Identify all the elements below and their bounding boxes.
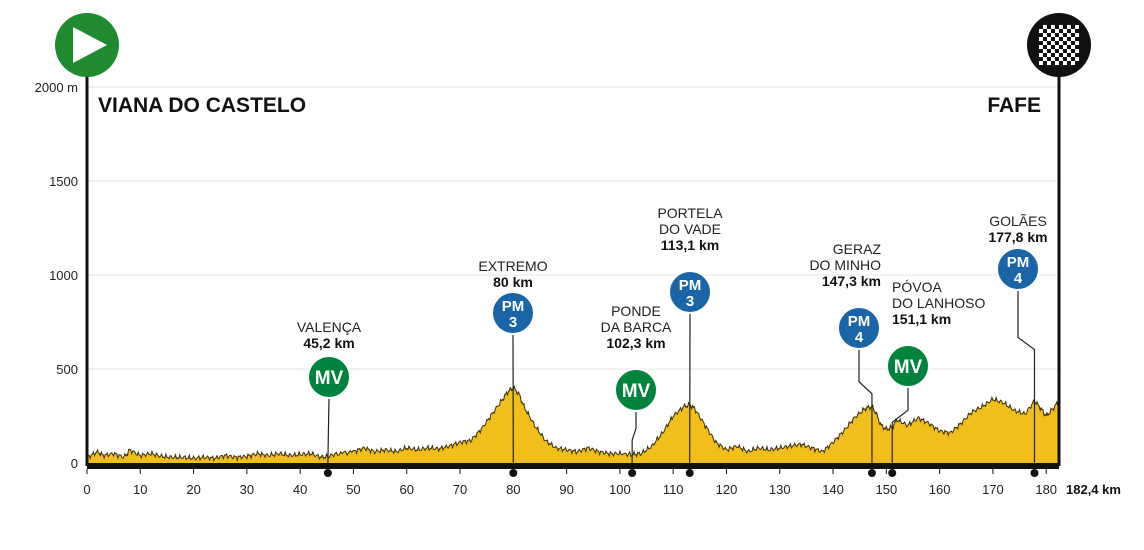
- elevation-profile-area: [87, 386, 1059, 463]
- x-tick-label: 130: [769, 482, 791, 497]
- badge-category-label: 3: [509, 314, 517, 331]
- y-tick-label: 0: [71, 456, 78, 471]
- marker-badge: [886, 344, 930, 388]
- badge-category-label: 3: [686, 293, 694, 310]
- x-tick-label: 50: [346, 482, 360, 497]
- marker-leader-line: [891, 386, 909, 463]
- badge-type-label: PM: [679, 277, 702, 294]
- x-tick-label: 60: [400, 482, 414, 497]
- marker-km-dot: [867, 469, 876, 477]
- marker-name-label: VALENÇA: [297, 319, 362, 335]
- elevation-profile-line: [86, 384, 1060, 463]
- marker-km-dot: [323, 469, 332, 477]
- x-tick-label: 40: [293, 482, 307, 497]
- marker-badge: [837, 306, 881, 350]
- x-tick-label: 70: [453, 482, 467, 497]
- x-tick-label: 140: [822, 482, 844, 497]
- marker-name-label: GOLÃES: [989, 213, 1047, 229]
- badge-type-label: MV: [315, 368, 344, 389]
- marker-km-label: 102,3 km: [606, 335, 665, 351]
- marker-km-dot: [888, 469, 897, 477]
- x-tick-label: 180: [1035, 482, 1057, 497]
- x-tick-label: 90: [559, 482, 573, 497]
- marker-km-label: 147,3 km: [822, 273, 881, 289]
- y-axis-ticks: 0 500 1000 1500: [49, 174, 78, 471]
- distance-end-label: 182,4 km: [1066, 482, 1121, 497]
- marker-km-dot: [509, 469, 518, 477]
- badge-type-label: PM: [848, 313, 871, 330]
- marker-name-label: PONDE: [611, 303, 661, 319]
- marker-km-label: 177,8 km: [988, 229, 1047, 245]
- baseline-bar: [87, 463, 1059, 469]
- x-tick-label: 20: [186, 482, 200, 497]
- marker-leader-line: [327, 396, 330, 464]
- start-city-label: VIANA DO CASTELO: [98, 94, 306, 117]
- finish-city-label: FAFE: [987, 94, 1041, 117]
- badge-category-label: 4: [855, 329, 864, 346]
- marker-name-label: PÓVOA: [892, 279, 942, 295]
- x-axis-ticks: 0 10 20 30 40 50 60 70 80 90 100 110 120 130 140 150 160…: [83, 469, 1057, 497]
- marker-badge: [996, 247, 1040, 291]
- x-tick-label: 0: [83, 482, 90, 497]
- x-tick-label: 170: [982, 482, 1004, 497]
- x-tick-label: 30: [240, 482, 254, 497]
- badge-type-label: PM: [502, 298, 525, 315]
- marker-name-label: DO LANHOSO: [892, 295, 985, 311]
- x-tick-label: 100: [609, 482, 631, 497]
- marker-leader-line: [1017, 289, 1036, 463]
- marker-badge: [491, 291, 535, 335]
- marker-name-label: GERAZ: [833, 241, 882, 257]
- marker-km-dot: [628, 469, 637, 477]
- x-tick-label: 160: [929, 482, 951, 497]
- y-tick-label: 1500: [49, 174, 78, 189]
- marker-badge: [614, 368, 658, 412]
- marker-name-label: DO VADE: [659, 221, 721, 237]
- marker-name-label: DO MINHO: [809, 257, 881, 273]
- x-tick-label: 150: [875, 482, 897, 497]
- badge-type-label: MV: [622, 381, 651, 402]
- marker-name-label: PORTELA: [657, 205, 723, 221]
- x-tick-label: 120: [716, 482, 738, 497]
- marker-name-label: EXTREMO: [478, 258, 547, 274]
- y-axis-top-label: 2000 m: [35, 80, 78, 95]
- y-tick-label: 500: [56, 362, 78, 377]
- marker-badge: [307, 355, 351, 399]
- marker-name-label: DA BARCA: [601, 319, 672, 335]
- marker-km-label: 80 km: [493, 274, 533, 290]
- y-tick-label: 1000: [49, 268, 78, 283]
- marker-leader-line: [858, 348, 873, 463]
- marker-km-label: 45,2 km: [303, 335, 354, 351]
- badge-type-label: PM: [1007, 254, 1030, 271]
- badge-category-label: 4: [1014, 270, 1023, 287]
- marker-km-label: 151,1 km: [892, 311, 951, 327]
- checkered-flag-icon: [1027, 13, 1091, 77]
- marker-badge: [668, 270, 712, 314]
- marker-leader-line: [631, 410, 637, 463]
- x-tick-label: 10: [133, 482, 147, 497]
- badge-type-label: MV: [894, 357, 923, 378]
- marker-km-label: 113,1 km: [661, 237, 719, 253]
- marker-km-dot: [685, 469, 694, 477]
- x-tick-label: 80: [506, 482, 520, 497]
- x-tick-label: 110: [663, 482, 684, 497]
- play-icon: [55, 13, 119, 77]
- marker-km-dot: [1030, 469, 1039, 477]
